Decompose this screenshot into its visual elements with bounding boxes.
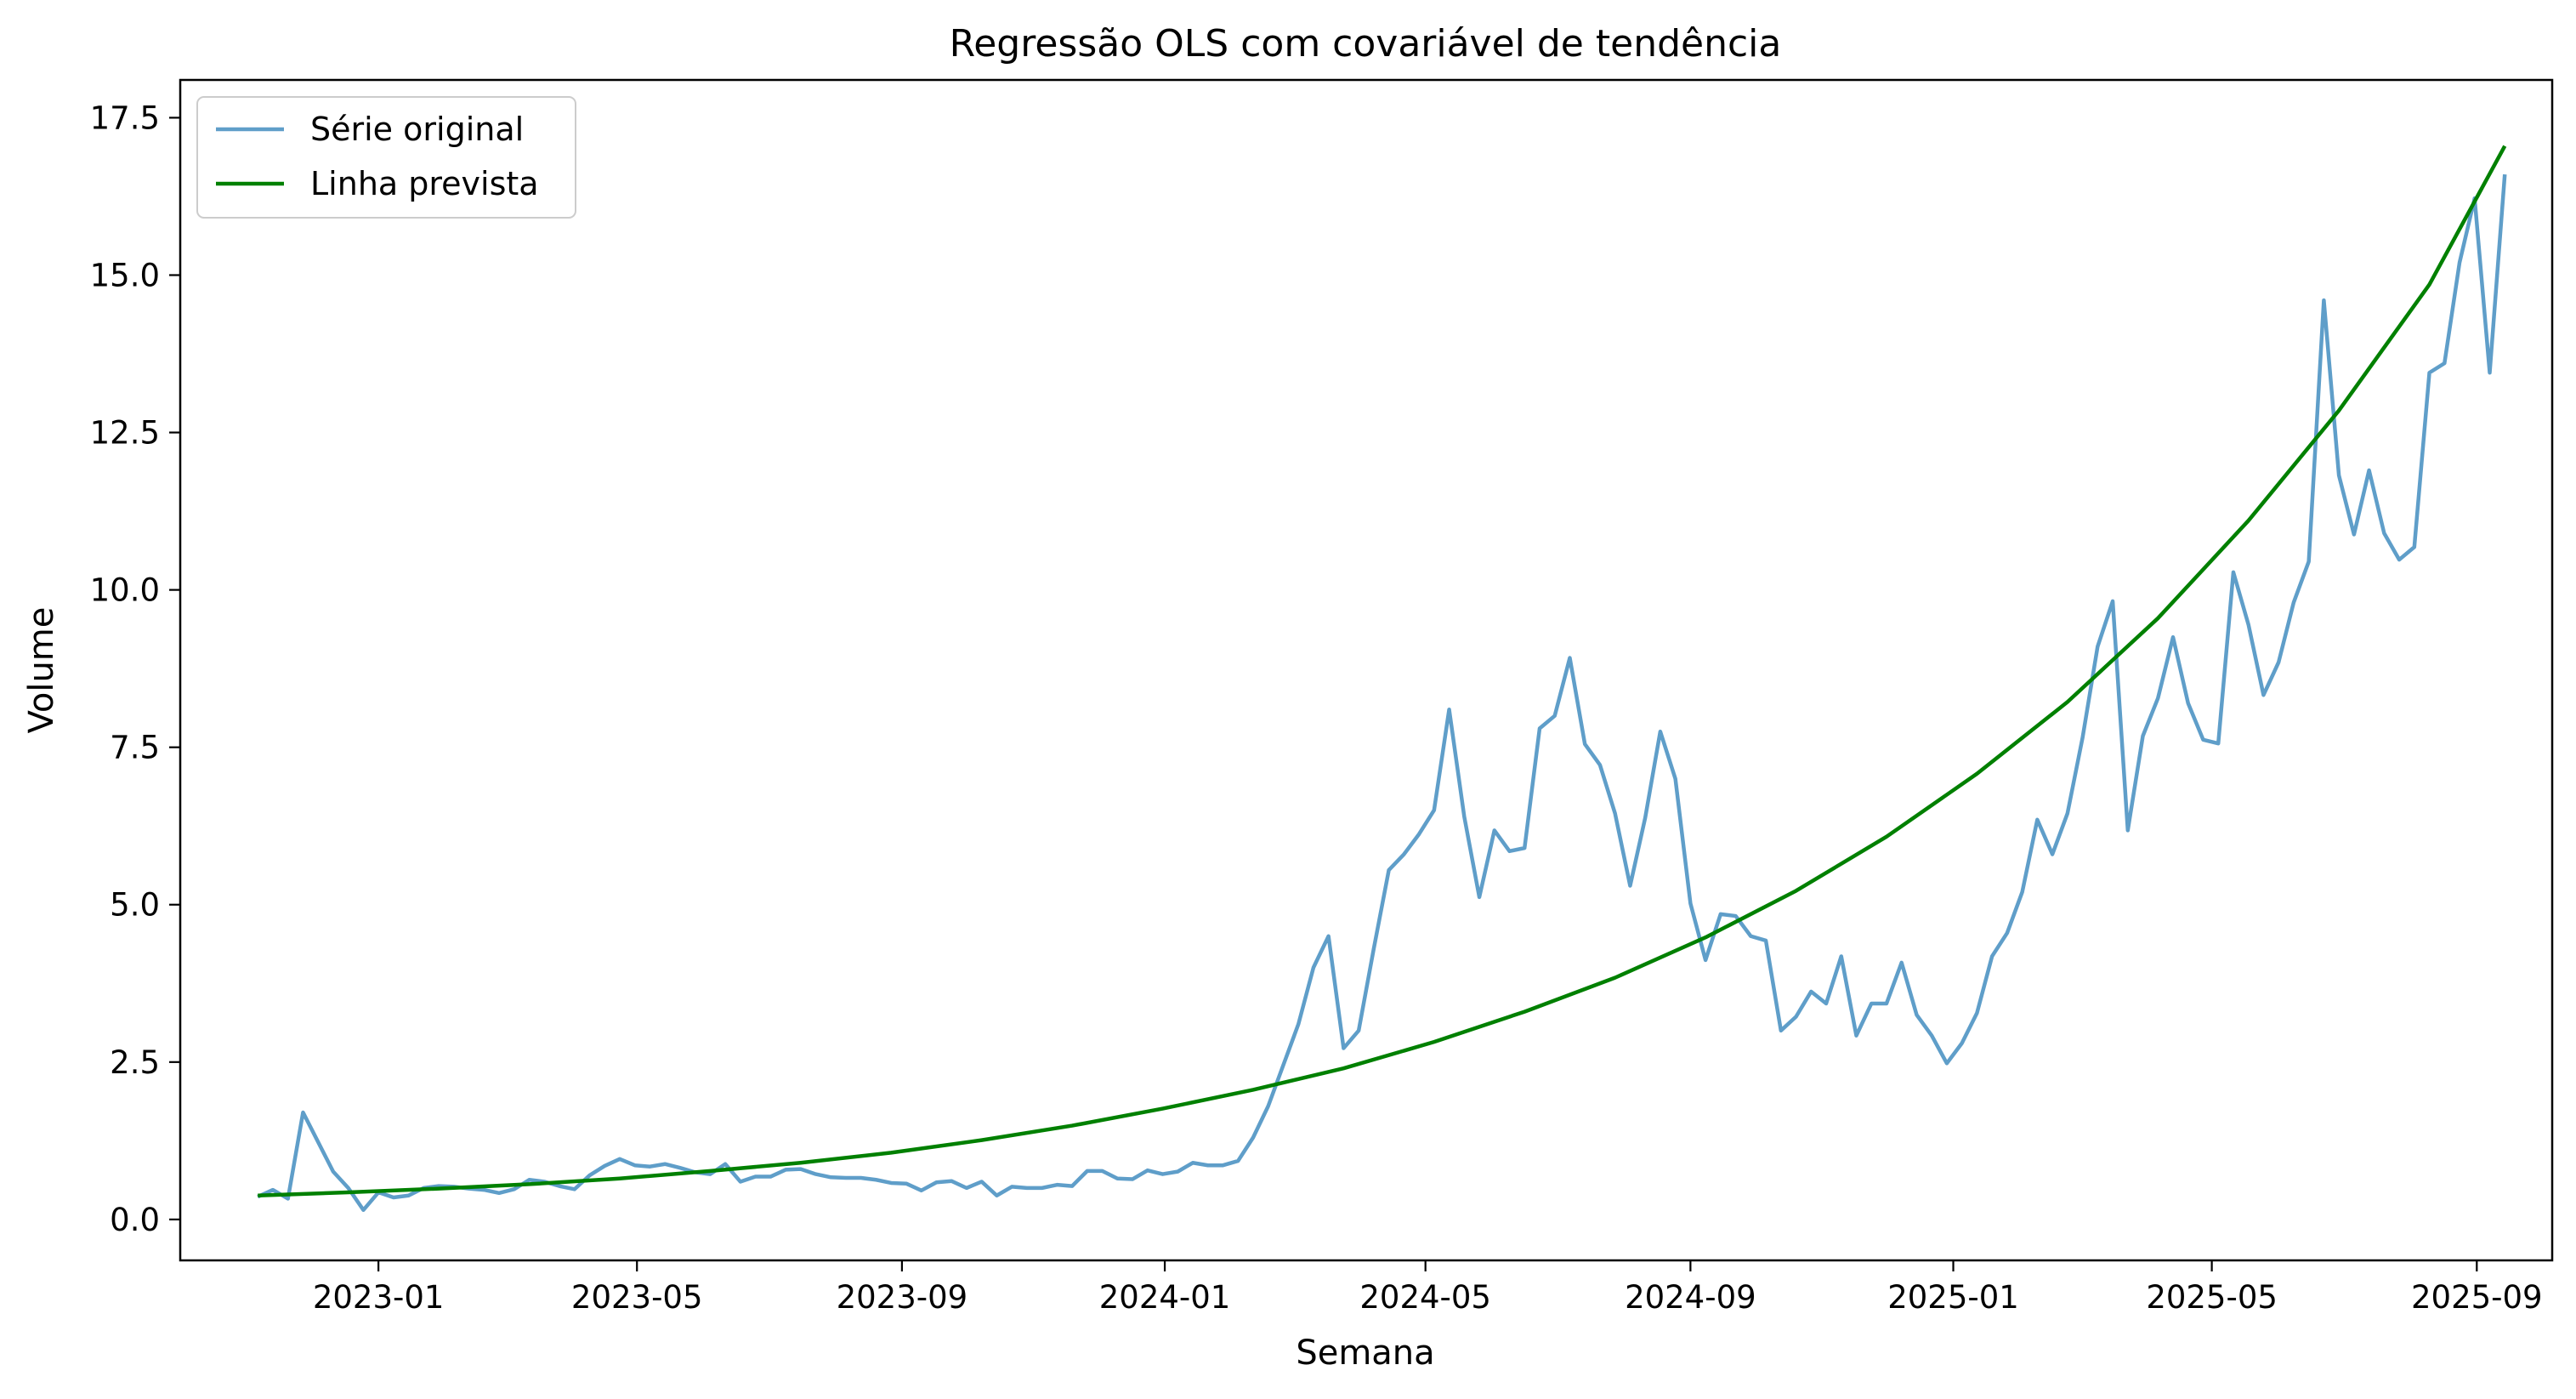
plot-frame: [179, 78, 2554, 1262]
y-axis: 0.0 2.5 5.0 7.5 10.0 12.5 15.0 17.5: [90, 100, 180, 1238]
x-tick-label: 2024-01: [1099, 1279, 1231, 1316]
x-tick-label: 2024-05: [1359, 1279, 1491, 1316]
y-axis-label: Volume: [22, 607, 61, 734]
series-line-linha-prevista: [258, 145, 2507, 1197]
y-tick-label: 0.0: [110, 1202, 160, 1238]
x-tick-label: 2023-01: [313, 1279, 445, 1316]
y-tick-label: 5.0: [110, 887, 160, 924]
y-tick-label: 10.0: [90, 572, 160, 609]
legend-box: [196, 96, 576, 219]
x-axis-label: Semana: [1296, 1334, 1434, 1373]
legend: Série original Linha prevista: [196, 96, 576, 219]
x-axis: 2023-01 2023-05 2023-09 2024-01 2024-05 2024-…: [313, 1260, 2543, 1316]
y-tick-label: 2.5: [110, 1044, 160, 1081]
x-tick-label: 2023-05: [571, 1279, 703, 1316]
y-tick-label: 7.5: [110, 730, 160, 766]
legend-label-serie-original: Série original: [310, 111, 524, 148]
y-tick-label: 17.5: [90, 100, 160, 136]
x-tick-label: 2025-05: [2146, 1279, 2278, 1316]
plot-area: [179, 78, 2554, 1262]
legend-label-linha-prevista: Linha prevista: [310, 165, 539, 202]
x-tick-label: 2024-09: [1625, 1279, 1756, 1316]
x-tick-label: 2025-09: [2411, 1279, 2543, 1316]
y-tick-label: 12.5: [90, 415, 160, 452]
x-tick-label: 2023-09: [837, 1279, 968, 1316]
chart-title: Regressão OLS com covariável de tendênci…: [950, 22, 1782, 65]
y-tick-label: 15.0: [90, 257, 160, 293]
x-tick-label: 2025-01: [1887, 1279, 2019, 1316]
series-layer: [257, 145, 2507, 1213]
series-line-serie-original: [257, 173, 2507, 1213]
